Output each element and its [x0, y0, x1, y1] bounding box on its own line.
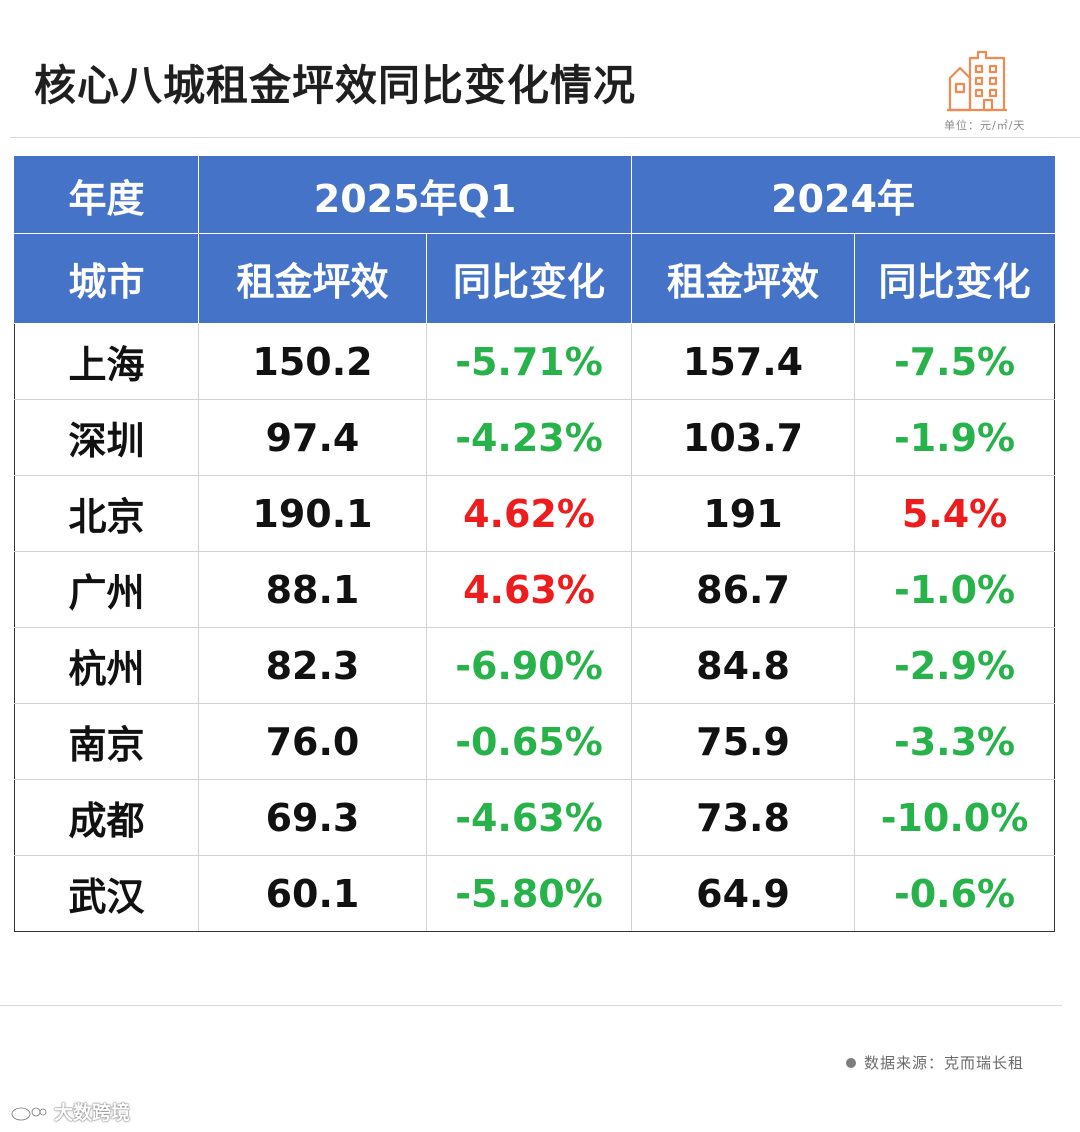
- cell-yoy-2025q1: -4.63%: [425, 779, 633, 856]
- header-yoy-2025q1: 同比变化: [425, 233, 633, 324]
- header-year-label: 年度: [14, 156, 199, 234]
- cell-rent-2025q1: 190.1: [198, 475, 427, 552]
- header-2024: 2024年: [631, 156, 1056, 234]
- cell-yoy-2024: 5.4%: [854, 475, 1056, 552]
- cell-yoy-2024: -2.9%: [854, 627, 1056, 704]
- cell-rent-2025q1: 88.1: [198, 551, 427, 628]
- cell-yoy-2025q1: -0.65%: [425, 703, 633, 780]
- weibo-logo-icon: [10, 1106, 48, 1121]
- building-icon: [947, 50, 1007, 112]
- cell-rent-2025q1: 82.3: [198, 627, 427, 704]
- unit-label: 单位：元/㎡/天: [944, 119, 1026, 132]
- cell-city: 上海: [14, 323, 199, 400]
- table-row: 成都 69.3 -4.63% 73.8 -10.0%: [14, 779, 1056, 856]
- cell-rent-2024: 73.8: [631, 779, 856, 856]
- header-2025q1: 2025年Q1: [197, 156, 633, 234]
- cell-rent-2024: 191: [631, 475, 856, 552]
- cell-city: 武汉: [14, 855, 199, 932]
- bottom-divider: [0, 1005, 1062, 1006]
- table-row: 武汉 60.1 -5.80% 64.9 -0.6%: [14, 855, 1056, 932]
- table-row: 深圳 97.4 -4.23% 103.7 -1.9%: [14, 399, 1056, 476]
- table-row: 上海 150.2 -5.71% 157.4 -7.5%: [14, 323, 1056, 400]
- cell-rent-2024: 64.9: [631, 855, 856, 932]
- cell-rent-2024: 84.8: [631, 627, 856, 704]
- header-rent-2025q1: 租金坪效: [198, 233, 427, 324]
- cell-city: 深圳: [14, 399, 199, 476]
- cell-rent-2024: 75.9: [631, 703, 856, 780]
- cell-city: 广州: [14, 551, 199, 628]
- brand-watermark: 大数跨境: [10, 1098, 130, 1125]
- table-row: 杭州 82.3 -6.90% 84.8 -2.9%: [14, 627, 1056, 704]
- header-row-columns: 城市 租金坪效 同比变化 租金坪效 同比变化: [14, 233, 1056, 324]
- cell-rent-2025q1: 69.3: [198, 779, 427, 856]
- data-source-label: 数据来源：克而瑞长租: [864, 1054, 1025, 1072]
- header-city: 城市: [14, 233, 199, 324]
- cell-yoy-2025q1: -5.80%: [425, 855, 633, 932]
- cell-yoy-2024: -1.9%: [854, 399, 1056, 476]
- brand-label: 大数跨境: [54, 1102, 131, 1124]
- header-row-year: 年度 2025年Q1 2024年: [14, 156, 1056, 234]
- cell-yoy-2024: -10.0%: [854, 779, 1056, 856]
- data-source: 数据来源：克而瑞长租: [846, 1052, 1024, 1073]
- cell-city: 北京: [14, 475, 199, 552]
- cell-rent-2025q1: 76.0: [198, 703, 427, 780]
- cell-city: 杭州: [14, 627, 199, 704]
- table-row: 北京 190.1 4.62% 191 5.4%: [14, 475, 1056, 552]
- cell-yoy-2025q1: -5.71%: [425, 323, 633, 400]
- cell-rent-2024: 157.4: [631, 323, 856, 400]
- cell-city: 成都: [14, 779, 199, 856]
- cell-yoy-2024: -1.0%: [854, 551, 1056, 628]
- cell-rent-2024: 86.7: [631, 551, 856, 628]
- cell-rent-2024: 103.7: [631, 399, 856, 476]
- cell-city: 南京: [14, 703, 199, 780]
- table-row: 南京 76.0 -0.65% 75.9 -3.3%: [14, 703, 1056, 780]
- top-divider: [10, 137, 1080, 138]
- cell-rent-2025q1: 150.2: [198, 323, 427, 400]
- cell-yoy-2025q1: -4.23%: [425, 399, 633, 476]
- dot-icon: [846, 1057, 856, 1068]
- table-row: 广州 88.1 4.63% 86.7 -1.0%: [14, 551, 1056, 628]
- header-yoy-2024: 同比变化: [854, 233, 1056, 324]
- rent-table: 年度 2025年Q1 2024年 城市 租金坪效 同比变化 租金坪效 同比变化 …: [14, 156, 1056, 932]
- cell-yoy-2025q1: -6.90%: [425, 627, 633, 704]
- cell-rent-2025q1: 97.4: [198, 399, 427, 476]
- cell-yoy-2025q1: 4.63%: [425, 551, 633, 628]
- cell-yoy-2024: -0.6%: [854, 855, 1056, 932]
- cell-yoy-2025q1: 4.62%: [425, 475, 633, 552]
- cell-rent-2025q1: 60.1: [198, 855, 427, 932]
- cell-yoy-2024: -7.5%: [854, 323, 1056, 400]
- page-title: 核心八城租金坪效同比变化情况: [34, 61, 637, 110]
- header-rent-2024: 租金坪效: [631, 233, 856, 324]
- cell-yoy-2024: -3.3%: [854, 703, 1056, 780]
